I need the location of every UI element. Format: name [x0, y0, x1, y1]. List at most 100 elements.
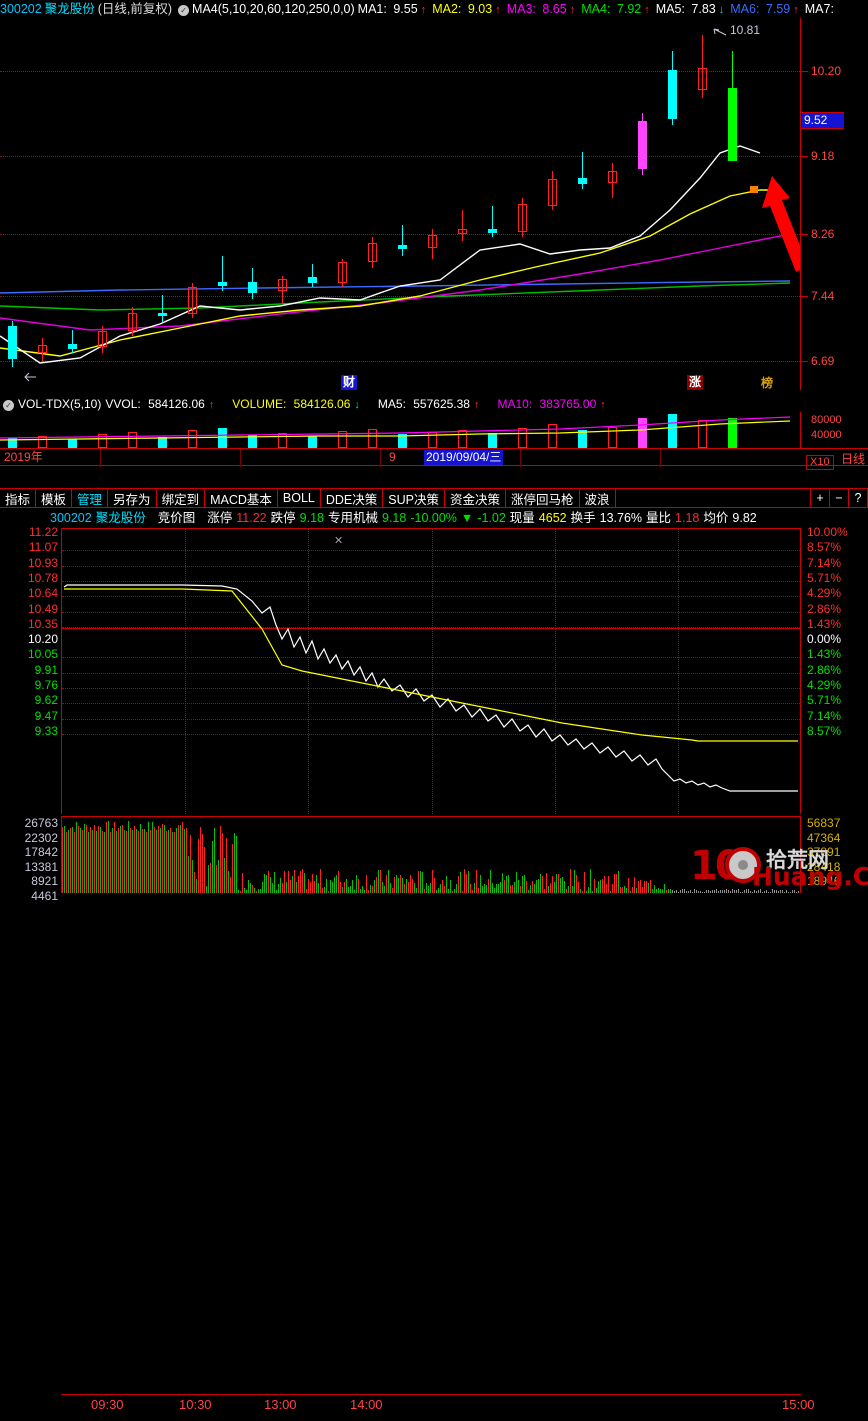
toolbar-button-zhangting[interactable]: 涨停回马枪: [506, 489, 580, 507]
intraday-volume-bar: [264, 874, 265, 893]
intraday-volume-bar: [756, 891, 757, 893]
intraday-volume-bar: [388, 869, 389, 893]
vvol-arrow-up-icon: ↑: [208, 398, 215, 411]
intraday-volume-bar: [154, 827, 155, 893]
toolbar-button-zhibiao[interactable]: 指标: [0, 489, 37, 507]
toolbar-button-bolang[interactable]: 波浪: [580, 489, 616, 507]
toolbar-button-boll[interactable]: BOLL: [278, 489, 321, 507]
intraday-volume-bar: [496, 883, 497, 893]
intraday-volume-tick-right: 18946: [807, 874, 841, 888]
intraday-volume-bar: [340, 882, 341, 893]
stock-name[interactable]: 聚龙股份: [44, 2, 95, 16]
volume-axis: 80000 40000: [800, 412, 868, 448]
intraday-volume-bar: [732, 889, 733, 893]
intraday-price-tick: 11.07: [28, 540, 58, 555]
check-circle-icon[interactable]: ✓: [178, 4, 190, 16]
ma-indicator-formula[interactable]: MA4(5,10,20,60,120,250,0,0): [192, 2, 355, 16]
intraday-volume-bar: [332, 882, 333, 893]
intraday-volume-bar: [532, 881, 533, 893]
intraday-volume-bar: [456, 884, 457, 893]
intraday-volume-bar: [262, 881, 263, 893]
zoom-out-button[interactable]: −: [830, 489, 849, 507]
intraday-volume-bar: [406, 878, 407, 893]
intraday-volume-bar: [360, 888, 361, 893]
intraday-volume-bar: [716, 889, 717, 893]
volume-indicator-name[interactable]: VOL-TDX(5,10): [18, 397, 102, 411]
toolbar-button-bangdingdao[interactable]: 绑定到: [157, 489, 206, 507]
toolbar-button-sup[interactable]: SUP决策: [383, 489, 445, 507]
intraday-stock-name[interactable]: 聚龙股份: [95, 511, 146, 525]
ma5-value: 7.83: [691, 1, 716, 16]
intraday-volume-bar: [300, 870, 301, 893]
intraday-volume-bar: [184, 829, 185, 893]
intraday-volume-bar: [636, 888, 637, 893]
daily-volume-chart[interactable]: 80000 40000: [0, 412, 868, 448]
period-type-label[interactable]: 日线: [840, 452, 865, 466]
intraday-volume-bar: [278, 884, 279, 893]
intraday-volume-bar: [678, 891, 679, 893]
bangdan-stamp-icon[interactable]: 榜: [758, 375, 776, 390]
intraday-price-plot[interactable]: ✕: [61, 528, 801, 814]
intraday-volume-bar: [520, 886, 521, 893]
intraday-volume-bar: [292, 876, 293, 893]
stock-code[interactable]: 300202: [0, 2, 42, 16]
intraday-chart[interactable]: 11.22 11.07 10.93 10.78 10.64 10.49 10.35 10.20…: [0, 525, 868, 1412]
intraday-volume-bar: [70, 827, 71, 893]
intraday-volume-bar: [780, 890, 781, 893]
site-watermark: 10 拾荒网 Huang.CN: [690, 843, 868, 891]
intraday-volume-bar: [114, 821, 115, 893]
date-axis-bar[interactable]: 2019年 9 2019/09/04/三 日线: [0, 448, 868, 467]
intraday-volume-plot[interactable]: [61, 816, 801, 893]
more-button[interactable]: ?: [849, 489, 868, 507]
zhangting-stamp-icon[interactable]: 涨: [687, 375, 703, 390]
intraday-volume-bar: [670, 888, 671, 893]
time-label: 14:00: [350, 1397, 383, 1412]
daily-kline-chart[interactable]: 6.52 10.81 财 涨 榜 10.20 9.18 8.26 7.4: [0, 18, 868, 390]
intraday-volume-bar: [232, 843, 233, 893]
volume-check-circle-icon[interactable]: ✓: [3, 399, 14, 411]
volume-bar: [578, 430, 587, 448]
intraday-volume-bar: [116, 830, 117, 893]
indicator-toolbar[interactable]: 指标 模板 管理 另存为 绑定到 MACD基本 BOLL DDE决策 SUP决策…: [0, 488, 868, 508]
intraday-volume-bar: [512, 885, 513, 893]
intraday-price-tick: 10.35: [27, 616, 58, 631]
intraday-volume-bar: [198, 839, 199, 893]
now-volume-label: 现量: [509, 511, 535, 525]
intraday-volume-bar: [434, 877, 435, 893]
intraday-volume-bar: [208, 864, 209, 893]
toolbar-button-macd[interactable]: MACD基本: [205, 489, 278, 507]
zoom-in-button[interactable]: +: [811, 489, 830, 507]
vol-ma5-value: 557625.38: [413, 396, 470, 411]
intraday-volume-bar: [704, 891, 705, 893]
intraday-gridline-v: [185, 529, 186, 814]
intraday-volume-bar: [642, 886, 643, 893]
intraday-volume-bar: [146, 832, 147, 893]
intraday-volume-bar: [626, 887, 627, 893]
intraday-chart-type[interactable]: 竞价图: [157, 511, 196, 525]
close-marker-icon[interactable]: ✕: [334, 535, 344, 547]
intraday-volume-tick: 26763: [24, 816, 58, 830]
cai-stamp-icon[interactable]: 财: [341, 375, 357, 390]
toolbar-button-zijin[interactable]: 资金决策: [445, 489, 506, 507]
ma4-arrow-up-icon: ↑: [644, 3, 650, 16]
volume-indicator-header: ✓ VOL-TDX(5,10) VVOL: 584126.06 ↑ VOLUME:…: [0, 396, 868, 412]
intraday-volume-bar: [660, 888, 661, 893]
intraday-volume-bar: [312, 873, 313, 893]
intraday-volume-tick: 13381: [24, 859, 58, 874]
toolbar-button-guanli[interactable]: 管理: [72, 489, 109, 507]
intraday-volume-bar: [156, 830, 157, 893]
toolbar-button-muban[interactable]: 模板: [36, 489, 73, 507]
intraday-volume-bar: [616, 874, 617, 893]
toolbar-button-dde[interactable]: DDE决策: [321, 489, 384, 507]
intraday-gridline: [62, 657, 800, 659]
intraday-volume-bar: [474, 882, 475, 893]
gridline: [0, 296, 800, 297]
intraday-volume-bar: [274, 871, 275, 893]
daily-plot-area[interactable]: 6.52 10.81 财 涨 榜: [0, 18, 800, 390]
ma2-group: MA2: 9.03 ↑: [432, 0, 504, 18]
sector-label[interactable]: 专用机械: [327, 511, 378, 525]
toolbar-button-lingcunwei[interactable]: 另存为: [108, 489, 157, 507]
intraday-gridline-v: [432, 529, 433, 814]
intraday-stock-code[interactable]: 300202: [50, 511, 92, 525]
intraday-gridline: [62, 596, 800, 598]
